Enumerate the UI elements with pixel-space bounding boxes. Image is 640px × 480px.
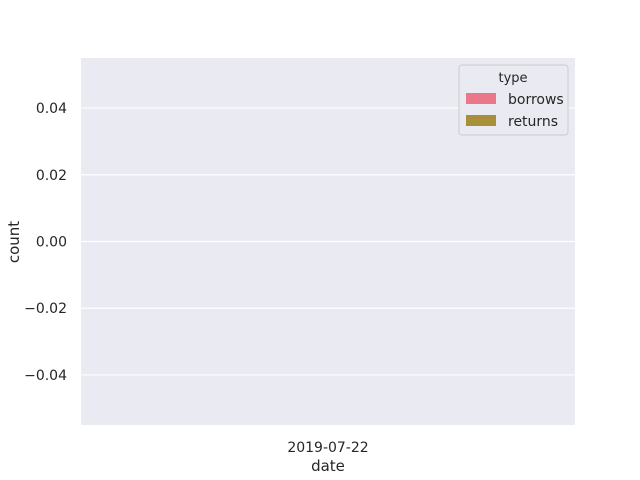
x-tick-label: 2019-07-22: [287, 440, 368, 456]
y-tick-label: 0.02: [36, 168, 67, 184]
legend-swatch-borrows: [466, 93, 496, 104]
legend: type borrows returns: [458, 64, 569, 136]
y-axis-ticks: 0.04 0.02 0.00 −0.02 −0.04: [24, 101, 67, 384]
x-axis-ticks: 2019-07-22: [287, 440, 368, 456]
legend-label-returns: returns: [508, 114, 558, 130]
legend-entries: borrows returns: [466, 92, 564, 130]
legend-swatch-returns: [466, 115, 496, 126]
y-tick-label: −0.02: [24, 301, 67, 317]
legend-title: type: [498, 71, 527, 86]
y-tick-label: −0.04: [24, 368, 67, 384]
legend-label-borrows: borrows: [508, 92, 564, 108]
y-axis-label: count: [5, 221, 23, 263]
y-tick-label: 0.00: [36, 235, 67, 251]
y-tick-label: 0.04: [36, 101, 67, 117]
x-axis-label: date: [311, 457, 345, 475]
